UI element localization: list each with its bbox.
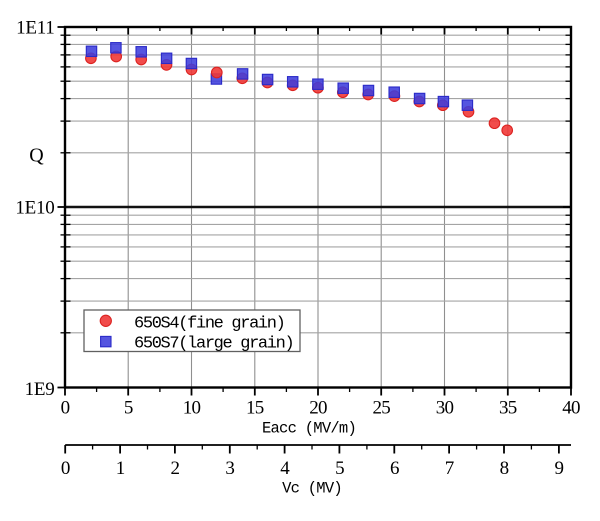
svg-text:30: 30 [436, 398, 454, 419]
svg-text:1: 1 [116, 458, 125, 479]
svg-text:3: 3 [225, 458, 234, 479]
svg-text:40: 40 [562, 398, 580, 419]
svg-text:0: 0 [61, 458, 70, 479]
svg-text:Vc (MV): Vc (MV) [282, 480, 342, 498]
svg-text:1E10: 1E10 [15, 198, 54, 219]
svg-text:2: 2 [171, 458, 180, 479]
svg-text:5: 5 [124, 398, 133, 419]
svg-text:4: 4 [280, 458, 290, 479]
svg-text:5: 5 [335, 458, 344, 479]
svg-text:15: 15 [246, 398, 264, 419]
svg-text:1E9: 1E9 [25, 379, 55, 400]
svg-text:20: 20 [309, 398, 327, 419]
svg-text:0: 0 [61, 398, 70, 419]
svg-text:10: 10 [183, 398, 201, 419]
svg-text:Q: Q [29, 145, 44, 167]
svg-text:9: 9 [554, 458, 563, 479]
svg-text:8: 8 [500, 458, 509, 479]
svg-text:25: 25 [373, 398, 391, 419]
svg-text:1E11: 1E11 [16, 18, 54, 39]
svg-text:650S4(fine grain): 650S4(fine grain) [134, 314, 284, 333]
svg-text:7: 7 [445, 458, 454, 479]
svg-text:650S7(large grain): 650S7(large grain) [134, 335, 293, 354]
svg-text:6: 6 [390, 458, 399, 479]
svg-text:35: 35 [499, 398, 517, 419]
svg-text:Eacc (MV/m): Eacc (MV/m) [262, 420, 356, 438]
